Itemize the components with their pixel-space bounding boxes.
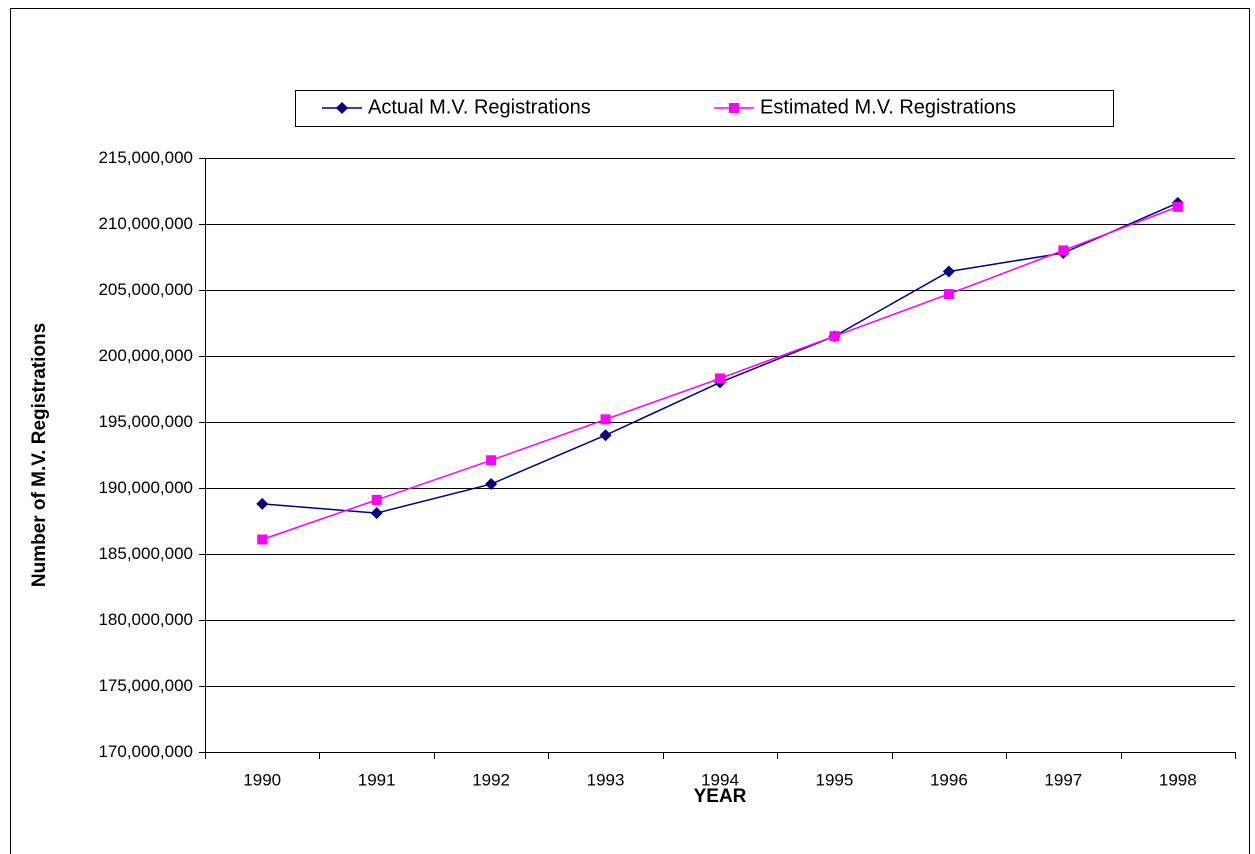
y-tick-label: 200,000,000 (98, 346, 193, 365)
marker (599, 429, 612, 442)
x-tick-label: 1992 (472, 770, 510, 789)
x-tick-label: 1990 (243, 770, 281, 789)
chart-border (10, 8, 1250, 854)
y-tick-label: 205,000,000 (98, 280, 193, 299)
x-tick-label: 1991 (358, 770, 396, 789)
marker (485, 478, 498, 491)
y-tick-label: 195,000,000 (98, 412, 193, 431)
marker (1058, 245, 1069, 256)
legend-marker (336, 102, 348, 114)
x-tick-label: 1998 (1159, 770, 1197, 789)
y-tick-label: 175,000,000 (98, 676, 193, 695)
y-tick-label: 170,000,000 (98, 742, 193, 761)
legend-label: Estimated M.V. Registrations (760, 96, 1016, 118)
marker (942, 265, 955, 278)
y-axis-title: Number of M.V. Registrations (29, 323, 50, 587)
legend-label: Actual M.V. Registrations (368, 96, 591, 118)
marker (943, 288, 954, 299)
marker (600, 414, 611, 425)
y-tick-label: 190,000,000 (98, 478, 193, 497)
x-tick-label: 1996 (930, 770, 968, 789)
marker (715, 373, 725, 384)
x-axis-title: YEAR (694, 786, 747, 807)
marker (371, 494, 382, 505)
x-tick-label: 1995 (816, 770, 854, 789)
y-tick-label: 180,000,000 (98, 610, 193, 629)
legend-box (295, 90, 1114, 127)
marker (257, 534, 268, 545)
series-line (262, 202, 1179, 514)
x-tick-label: 1993 (587, 770, 625, 789)
marker (1172, 201, 1183, 212)
marker (486, 455, 497, 466)
x-tick-label: 1994 (701, 770, 739, 789)
marker (370, 507, 383, 520)
y-tick-label: 210,000,000 (98, 214, 193, 233)
marker (829, 331, 840, 342)
legend-marker (729, 103, 739, 113)
x-tick-label: 1997 (1044, 770, 1082, 789)
y-tick-label: 215,000,000 (98, 148, 193, 167)
y-tick-label: 185,000,000 (98, 544, 193, 563)
marker (256, 497, 269, 510)
